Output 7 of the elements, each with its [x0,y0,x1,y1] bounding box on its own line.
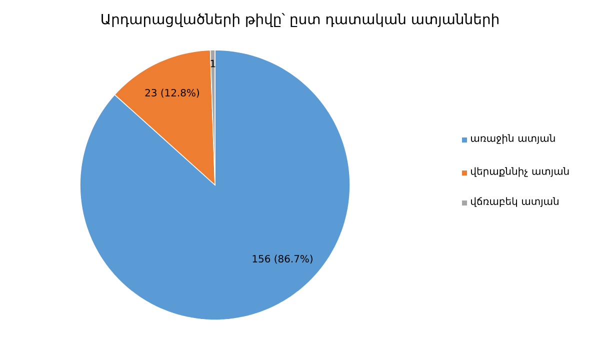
data-label: 23 (12.8%) [145,88,199,98]
legend-label: առաջին ատյան [471,134,555,144]
chart-title: Արդարացվածների թիվը՝ ըստ դատական ատյանների [102,12,498,28]
legend-label: վերաքննիչ ատյան [471,167,569,177]
data-label: 1 [210,60,216,68]
legend-label: վճռաբեկ ատյան [471,197,558,207]
data-label: 156 (86.7%) [252,254,312,264]
